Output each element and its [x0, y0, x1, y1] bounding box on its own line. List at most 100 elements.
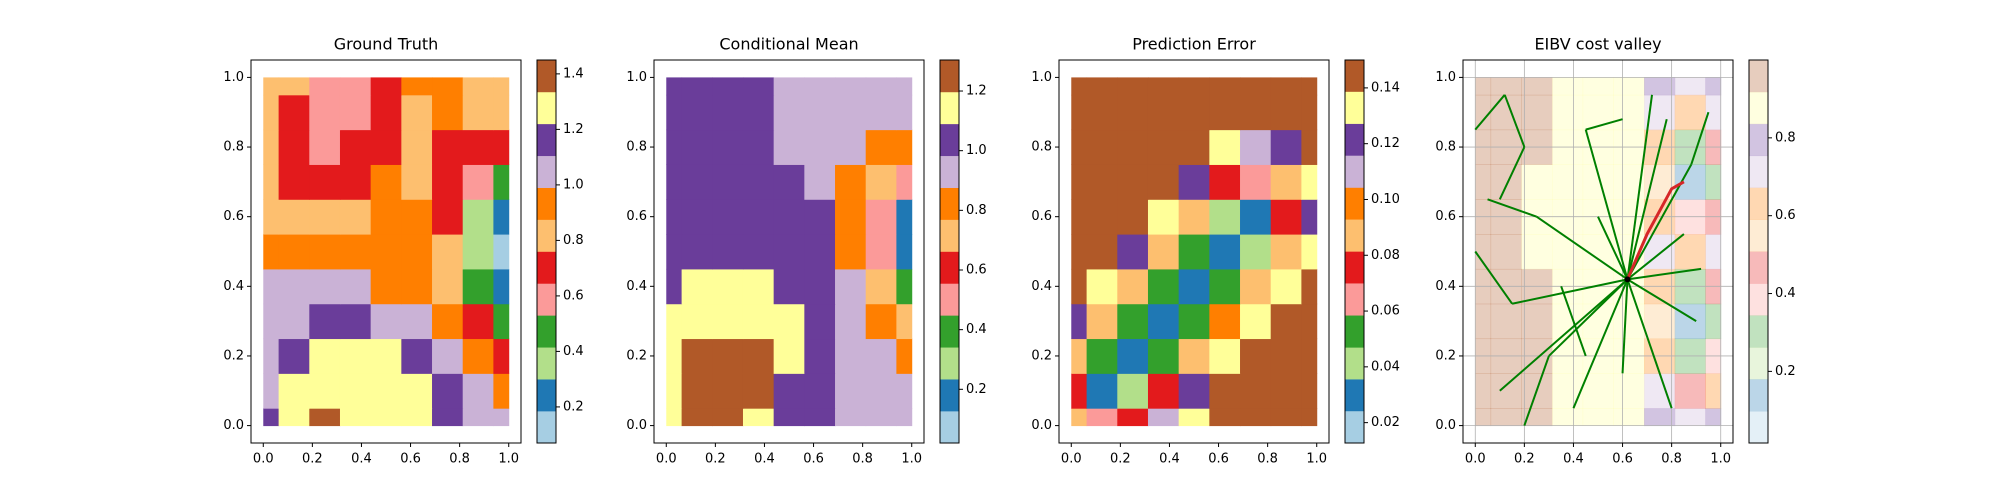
contour-cell: [1147, 408, 1180, 427]
colorbar-segment: [1345, 410, 1364, 444]
contour-cell: [309, 199, 341, 235]
colorbar-tick-label: 0.2: [563, 399, 584, 414]
contour-cell: [666, 338, 683, 374]
contour-cell: [1490, 77, 1522, 96]
x-tick-label: 1.0: [498, 452, 519, 467]
contour-cell: [865, 199, 897, 235]
contour-cell: [712, 94, 744, 131]
colorbar-segment: [1749, 123, 1768, 157]
contour-cell: [1551, 408, 1584, 427]
contour-cell: [1071, 338, 1088, 374]
contour-cell: [1178, 373, 1210, 409]
contour-cell: [370, 234, 402, 270]
chart-title: Conditional Mean: [719, 35, 858, 54]
contour-cell: [1270, 408, 1302, 427]
contour-cell: [432, 94, 464, 131]
x-tick-label: 0.0: [1465, 452, 1486, 467]
y-tick-label: 0.2: [223, 348, 244, 363]
contour-cell: [865, 77, 897, 96]
contour-cell: [773, 199, 805, 235]
contour-cell: [309, 234, 341, 270]
contour-cell: [339, 199, 372, 235]
contour-cell: [666, 303, 683, 340]
path-segment: [1585, 118, 1623, 131]
contour-cell: [370, 199, 402, 235]
contour-cell: [1301, 268, 1318, 305]
x-tick-label: 0.2: [1514, 452, 1535, 467]
contour-cell: [1582, 94, 1614, 131]
contour-cell: [1490, 408, 1522, 427]
contour-cell: [432, 199, 464, 235]
contour-cell: [263, 129, 280, 165]
y-tick-label: 0.6: [626, 209, 647, 224]
x-tick-label: 1.0: [1306, 452, 1327, 467]
contour-cell: [1240, 164, 1272, 200]
y-tick-label: 0.8: [223, 140, 244, 155]
path-segment: [1511, 278, 1628, 305]
contour-cell: [370, 338, 402, 374]
contour-cell: [1240, 129, 1272, 165]
colorbar-segment: [537, 315, 556, 348]
contour-cell: [1240, 303, 1272, 340]
contour-cell: [1301, 338, 1318, 374]
axes-frame: [250, 59, 522, 444]
contour-cell: [1086, 94, 1118, 131]
contour-cell: [666, 199, 683, 235]
contour-cell: [1086, 234, 1118, 270]
contour-cell: [804, 373, 836, 409]
contour-cell: [493, 164, 510, 200]
contour-cell: [804, 234, 836, 270]
y-tick-label: 0.4: [626, 279, 647, 294]
contour-cell: [742, 408, 775, 427]
contour-cell: [370, 408, 402, 427]
contour-cell: [1071, 77, 1088, 96]
contour-cell: [1644, 408, 1676, 427]
colorbar-tick-label: 1.0: [966, 143, 987, 158]
contour-cell: [1240, 94, 1272, 131]
contour-cell: [462, 373, 494, 409]
contour-cell: [1521, 94, 1553, 131]
colorbar-tick-label: 0.10: [1371, 192, 1400, 207]
contour-cell: [681, 268, 713, 305]
path-segment: [1498, 146, 1526, 200]
x-tick-label: 1.0: [901, 452, 922, 467]
contour-cell: [1674, 373, 1706, 409]
contour-cell: [462, 199, 494, 235]
contour-cell: [339, 164, 372, 200]
path-segment: [1572, 278, 1629, 409]
contour-cell: [1117, 373, 1149, 409]
y-tick-label: 0.2: [1031, 348, 1052, 363]
contour-cell: [339, 338, 372, 374]
contour-cell: [1301, 199, 1318, 235]
contour-cell: [493, 129, 510, 165]
path-segment: [1597, 216, 1629, 280]
contour-cell: [865, 268, 897, 305]
colorbar-tick-label: 1.2: [563, 122, 584, 137]
contour-cell: [712, 303, 744, 340]
contour-cell: [339, 234, 372, 270]
contour-cell: [1240, 408, 1272, 427]
colorbar-tick-label: 0.4: [966, 322, 987, 337]
contour-cell: [773, 94, 805, 131]
colorbar-segment: [537, 219, 556, 252]
axes-frame: [653, 59, 925, 444]
contour-cell: [773, 234, 805, 270]
contour-cell: [401, 234, 433, 270]
contour-cell: [1086, 164, 1118, 200]
contour-cell: [865, 129, 897, 165]
contour-cell: [1117, 408, 1149, 427]
contour-cell: [493, 94, 510, 131]
contour-cell: [1178, 199, 1210, 235]
contour-cell: [493, 268, 510, 305]
contour-cell: [1613, 373, 1645, 409]
x-tick-label: 0.0: [253, 452, 274, 467]
contour-cell: [401, 164, 433, 200]
contour-cell: [462, 268, 494, 305]
contour-cell: [896, 234, 913, 270]
colorbar-segment: [1345, 155, 1364, 188]
contour-cell: [1178, 94, 1210, 131]
contour-cell: [1270, 94, 1302, 131]
contour-cell: [804, 338, 836, 374]
contour-cell: [666, 77, 683, 96]
